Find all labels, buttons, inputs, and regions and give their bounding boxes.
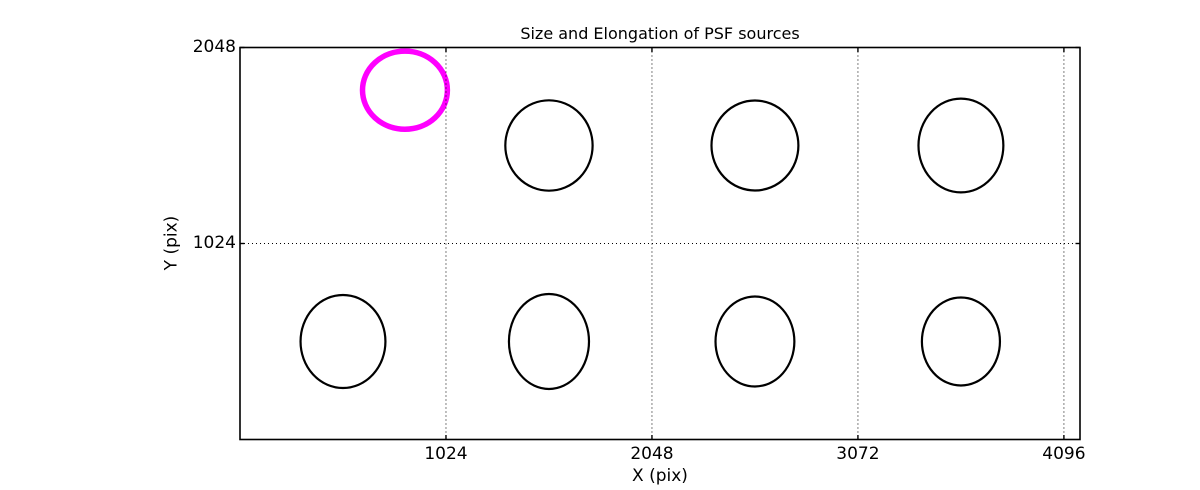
x-axis-label: X (pix) xyxy=(632,466,688,486)
x-tick-label: 4096 xyxy=(1042,444,1086,464)
x-tick-label: 2048 xyxy=(630,444,674,464)
psf-source-ellipse xyxy=(507,292,591,391)
psf-source-ellipse xyxy=(920,296,1002,387)
psf-source-ellipse xyxy=(714,295,796,388)
x-tick-label: 1024 xyxy=(424,444,468,464)
psf-source-ellipse xyxy=(299,293,387,390)
psf-source-ellipse xyxy=(917,97,1005,194)
y-tick-label: 1024 xyxy=(192,233,236,253)
x-tick-label: 3072 xyxy=(836,444,880,464)
chart-title: Size and Elongation of PSF sources xyxy=(520,24,800,43)
y-tick-label: 2048 xyxy=(192,37,236,57)
psf-source-ellipse-flagged xyxy=(359,48,451,132)
psf-source-ellipse xyxy=(710,99,800,192)
psf-source-ellipse xyxy=(504,99,594,192)
